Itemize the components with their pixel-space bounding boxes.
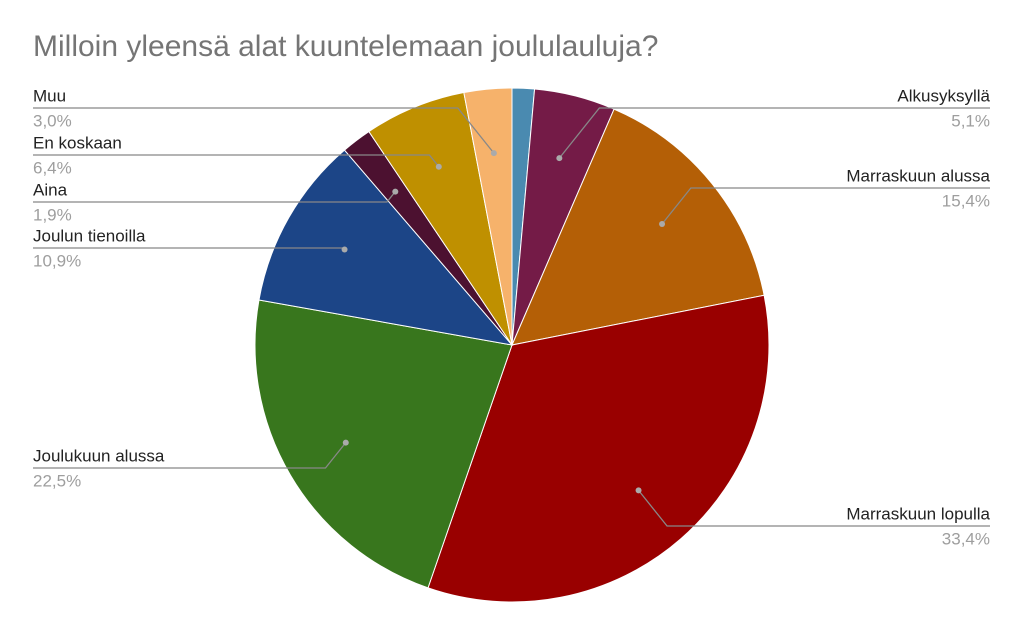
slice-value-label: 10,9%: [33, 251, 81, 270]
leader-dot: [342, 439, 349, 446]
slice-value-label: 3,0%: [33, 111, 72, 130]
leader-line: [661, 187, 990, 225]
slice-value-label: 6,4%: [33, 158, 72, 177]
chart-title: Milloin yleensä alat kuuntelemaan joulul…: [33, 30, 658, 63]
pie-slice: [258, 149, 514, 346]
slice-label: Aina: [33, 180, 68, 199]
leader-dot: [659, 221, 666, 228]
slice-label: Muu: [33, 86, 66, 105]
leader-line: [33, 191, 396, 203]
leader-dot: [435, 163, 442, 170]
leader-line: [33, 154, 440, 168]
slice-label: Joulukuun alussa: [33, 446, 165, 465]
leader-dot: [341, 246, 348, 253]
leader-line: [33, 107, 495, 154]
slice-value-label: 33,4%: [942, 529, 990, 548]
slice-label: Marraskuun alussa: [846, 166, 990, 185]
slice-value-label: 1,9%: [33, 205, 72, 224]
pie-slice: [463, 87, 513, 346]
slice-value-label: 15,4%: [942, 191, 990, 210]
slice-value-label: 5,1%: [951, 111, 990, 130]
leader-dot: [392, 188, 399, 195]
slice-value-label: 22,5%: [33, 471, 81, 490]
leader-dot: [490, 150, 497, 157]
leader-dot: [556, 155, 563, 162]
leader-line: [638, 489, 990, 527]
slice-label: Marraskuun lopulla: [846, 504, 990, 523]
pie-slice: [427, 294, 770, 603]
slice-label: Alkusyksyllä: [897, 86, 990, 105]
slice-label: En koskaan: [33, 133, 122, 152]
leader-line: [558, 107, 990, 159]
pie-slice: [254, 299, 513, 589]
slice-label: Joulun tienoilla: [33, 226, 146, 245]
pie-slice: [511, 108, 765, 346]
leader-line: [33, 442, 347, 469]
leader-dot: [635, 487, 642, 494]
